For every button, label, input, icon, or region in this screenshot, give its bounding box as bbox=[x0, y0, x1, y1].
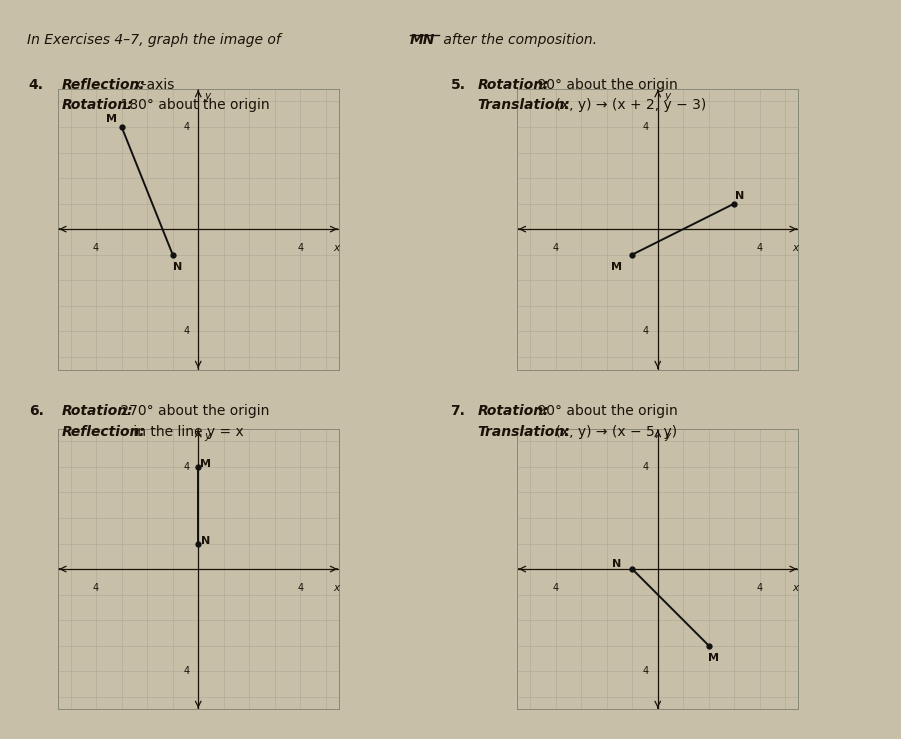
Text: 4: 4 bbox=[93, 243, 99, 253]
Text: Rotation:: Rotation: bbox=[478, 404, 549, 418]
Text: 4: 4 bbox=[642, 462, 649, 472]
Text: (x, y) → (x − 5, y): (x, y) → (x − 5, y) bbox=[551, 425, 678, 439]
Text: 4: 4 bbox=[297, 243, 304, 253]
Text: N: N bbox=[173, 262, 182, 273]
Text: 4: 4 bbox=[552, 583, 559, 593]
Text: 4: 4 bbox=[552, 243, 559, 253]
Text: x: x bbox=[333, 583, 339, 593]
Text: y: y bbox=[205, 431, 211, 441]
Text: 4: 4 bbox=[757, 583, 763, 593]
Text: 4: 4 bbox=[642, 326, 649, 336]
Text: 90° about the origin: 90° about the origin bbox=[532, 78, 678, 92]
Text: 4: 4 bbox=[297, 583, 304, 593]
Text: M: M bbox=[612, 262, 623, 273]
Text: 4: 4 bbox=[757, 243, 763, 253]
Text: M: M bbox=[708, 653, 719, 664]
Text: 4.: 4. bbox=[29, 78, 44, 92]
Text: in the line y = x: in the line y = x bbox=[129, 425, 243, 439]
Text: Rotation:: Rotation: bbox=[61, 98, 132, 112]
Text: 4: 4 bbox=[642, 122, 649, 132]
Text: N: N bbox=[735, 191, 744, 201]
Text: 4: 4 bbox=[183, 122, 189, 132]
Text: y: y bbox=[664, 431, 670, 441]
Text: Translation:: Translation: bbox=[478, 98, 570, 112]
Text: x: x bbox=[793, 583, 798, 593]
Text: N: N bbox=[613, 559, 622, 569]
Text: 4: 4 bbox=[183, 666, 189, 676]
Text: after the composition.: after the composition. bbox=[439, 33, 596, 47]
Text: Rotation:: Rotation: bbox=[61, 404, 132, 418]
Text: 4: 4 bbox=[93, 583, 99, 593]
Text: M: M bbox=[200, 460, 212, 469]
Text: 180° about the origin: 180° about the origin bbox=[116, 98, 270, 112]
Text: M: M bbox=[106, 115, 117, 124]
Text: 270° about the origin: 270° about the origin bbox=[116, 404, 269, 418]
Text: 4: 4 bbox=[183, 462, 189, 472]
Text: x: x bbox=[333, 243, 339, 253]
Text: 4: 4 bbox=[183, 326, 189, 336]
Text: 4: 4 bbox=[642, 666, 649, 676]
Text: 5.: 5. bbox=[450, 78, 466, 92]
Text: Reflection:: Reflection: bbox=[61, 78, 145, 92]
Text: y: y bbox=[205, 91, 211, 101]
Text: (x, y) → (x + 2, y − 3): (x, y) → (x + 2, y − 3) bbox=[551, 98, 706, 112]
Text: In Exercises 4–7, graph the image of: In Exercises 4–7, graph the image of bbox=[27, 33, 285, 47]
Text: 6.: 6. bbox=[29, 404, 44, 418]
Text: x: x bbox=[793, 243, 798, 253]
Text: 90° about the origin: 90° about the origin bbox=[532, 404, 678, 418]
Text: MN: MN bbox=[410, 33, 435, 47]
Text: Rotation:: Rotation: bbox=[478, 78, 549, 92]
Text: N: N bbox=[201, 536, 211, 546]
Text: x-axis: x-axis bbox=[129, 78, 174, 92]
Text: y: y bbox=[664, 91, 670, 101]
Text: 7.: 7. bbox=[450, 404, 466, 418]
Text: Reflection:: Reflection: bbox=[61, 425, 145, 439]
Text: Translation:: Translation: bbox=[478, 425, 570, 439]
